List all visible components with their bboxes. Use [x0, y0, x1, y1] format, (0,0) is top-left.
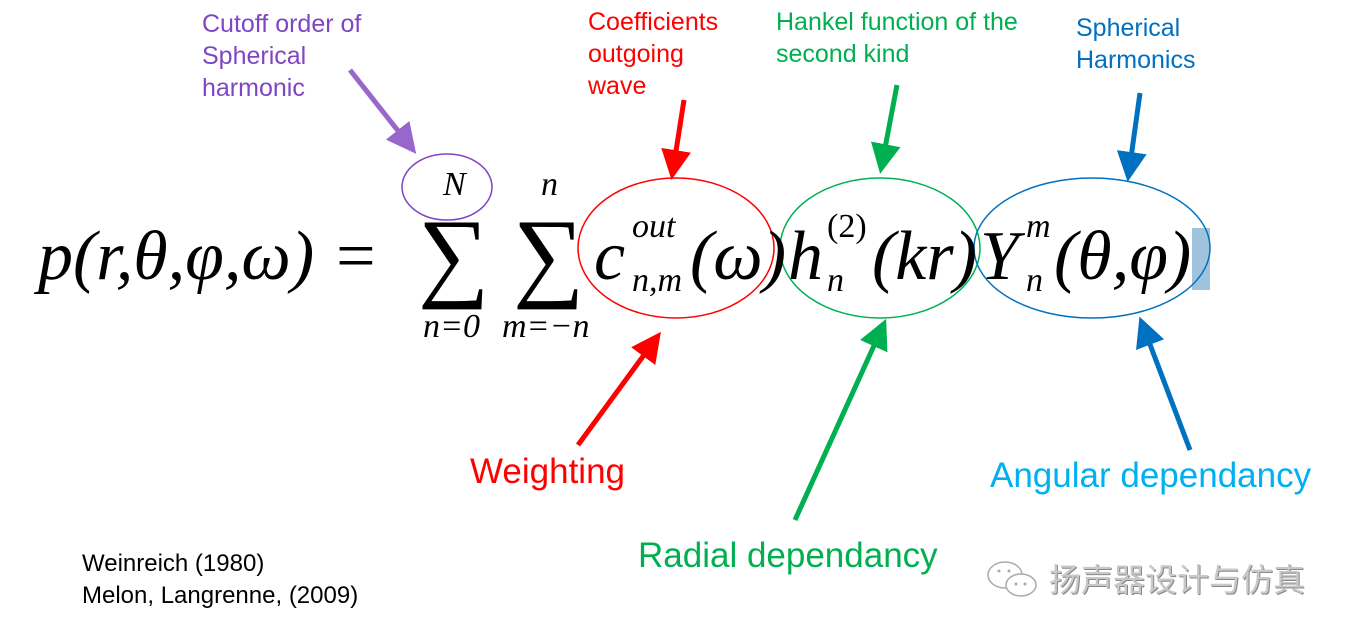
- coefficient-c: c: [594, 218, 626, 295]
- coefficient-sub: n,m: [632, 262, 683, 299]
- sum-upper-n: n: [541, 166, 558, 203]
- cutoff-ellipse: [401, 153, 493, 221]
- radial-arrow: [792, 318, 888, 522]
- angular-arrow: [1136, 316, 1193, 451]
- radial-ellipse: [779, 177, 981, 319]
- coefficient-sup: out: [632, 208, 676, 245]
- harmonic-sub: n: [1026, 262, 1043, 299]
- label-line: outgoing: [588, 40, 684, 68]
- watermark: 扬声器设计与仿真: [985, 558, 1305, 602]
- reference-item: Melon, Langrenne, (2009): [82, 582, 359, 609]
- harmonic-sup: m: [1026, 208, 1051, 245]
- weighting-arrow: [575, 331, 661, 447]
- hankel-arg: (kr): [872, 218, 977, 295]
- reference-item: Weinreich (1980): [82, 550, 265, 577]
- hankel-sub: n: [827, 262, 844, 299]
- label-line: harmonic: [202, 74, 305, 102]
- hankel-arrow: [870, 84, 901, 174]
- label-line: Spherical: [1076, 14, 1181, 42]
- watermark-text: 扬声器设计与仿真: [1049, 562, 1306, 598]
- sum-symbol-m: ∑: [513, 199, 585, 310]
- label-line: Spherical: [202, 42, 307, 70]
- label-line: Cutoff order of: [202, 10, 362, 38]
- text-selection-highlight: [1192, 228, 1210, 290]
- radial-label: Radial dependancy: [638, 536, 938, 575]
- cutoff-label: Cutoff order of Spherical harmonic: [202, 8, 361, 104]
- cutoff-arrow: [348, 68, 417, 154]
- label-line: wave: [588, 72, 647, 100]
- wechat-icon: [987, 561, 1037, 597]
- sum-lower-m: m=−n: [502, 308, 590, 345]
- references: Weinreich (1980) Melon, Langrenne, (2009…: [82, 548, 358, 612]
- spherical-arrow: [1116, 92, 1147, 182]
- weighting-label: Weighting: [470, 452, 626, 491]
- sum-upper-N: N: [443, 166, 466, 203]
- spherical-label: Spherical Harmonics: [1076, 12, 1195, 76]
- coefficient-arg: (ω): [690, 218, 787, 295]
- label-line: second kind: [776, 40, 910, 68]
- harmonic-Y: Y: [980, 218, 1019, 295]
- angular-ellipse: [973, 177, 1211, 319]
- coefficients-arrow: [661, 99, 691, 180]
- hankel-label: Hankel function of the second kind: [776, 6, 1018, 70]
- label-line: Coefficients: [588, 8, 719, 36]
- angular-label: Angular dependancy: [990, 456, 1312, 495]
- sum-lower-n: n=0: [423, 308, 480, 345]
- label-line: Harmonics: [1076, 46, 1196, 74]
- label-line: Hankel function of the: [776, 8, 1018, 36]
- sum-symbol-n: ∑: [418, 199, 490, 310]
- coefficients-label: Coefficients outgoing wave: [588, 6, 718, 102]
- hankel-sup: (2): [827, 208, 867, 245]
- hankel-h: h: [788, 218, 823, 295]
- harmonic-arg: (θ,φ): [1054, 218, 1192, 295]
- formula-lhs: p(r,θ,φ,ω) =: [38, 218, 379, 295]
